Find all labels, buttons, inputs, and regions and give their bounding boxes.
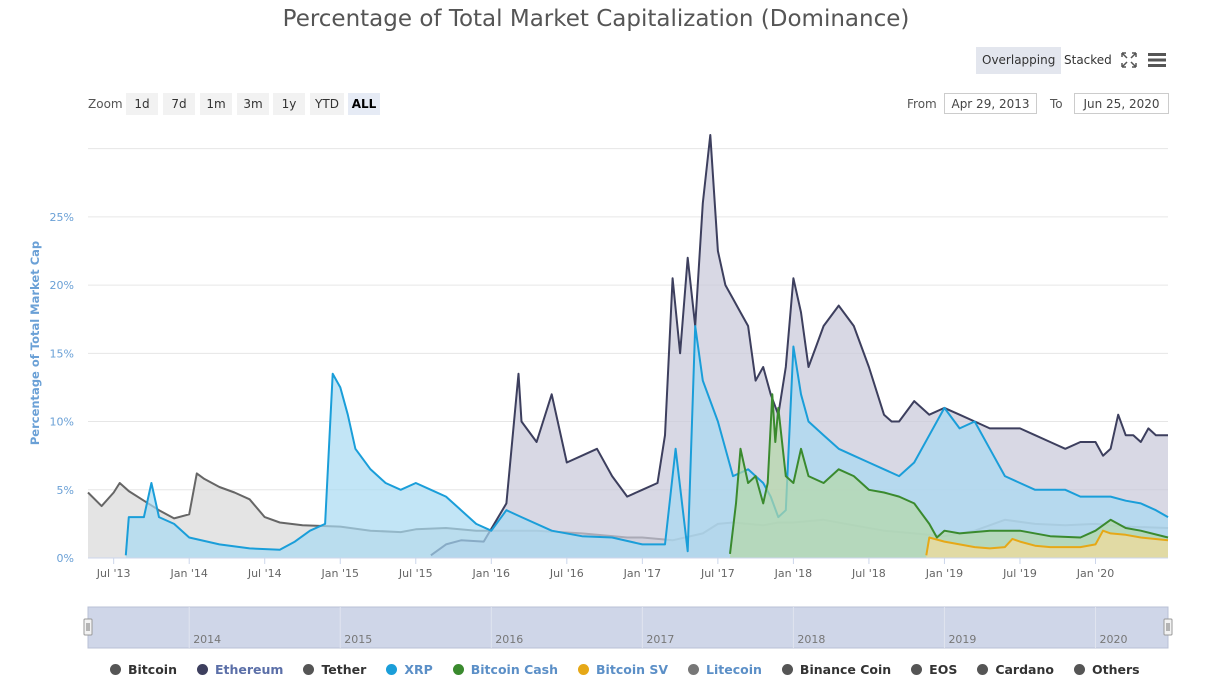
navigator-year-label: 2020: [1099, 633, 1127, 646]
navigator-year-label: 2018: [797, 633, 825, 646]
x-axis: Jul '13 Jan '14 Jul '14 Jan '15 Jul '15 Jan '…: [88, 557, 1168, 580]
from-label: From: [907, 97, 937, 111]
dominance-chart: 0% 5% 10% 15% 20% 25% Jul '13 Jan '14 Jul '14 Ja…: [28, 134, 1173, 649]
to-label: To: [1050, 97, 1063, 111]
legend-label: EOS: [929, 662, 958, 677]
y-tick-label: 0%: [57, 552, 74, 565]
x-tick-label: Jan '19: [925, 567, 963, 580]
zoom-button-ytd[interactable]: YTD: [310, 93, 344, 115]
stacked-button[interactable]: Stacked: [1064, 53, 1112, 67]
legend-item-eos[interactable]: EOS: [911, 662, 957, 677]
legend-item-tether[interactable]: Tether: [303, 662, 366, 677]
navigator-selection[interactable]: [87, 606, 1169, 649]
legend-item-xrp[interactable]: XRP: [386, 662, 433, 677]
x-tick-label: Jan '16: [472, 567, 510, 580]
legend-label: Cardano: [995, 662, 1054, 677]
navigator-handle-right[interactable]: [1163, 618, 1173, 636]
zoom-button-1y[interactable]: 1y: [273, 93, 305, 115]
from-date-input[interactable]: Apr 29, 2013: [944, 93, 1037, 114]
x-tick-label: Jan '18: [774, 567, 812, 580]
x-tick-label: Jul '19: [1002, 567, 1037, 580]
legend-item-ethereum[interactable]: Ethereum: [196, 662, 284, 677]
legend-label: Binance Coin: [799, 662, 892, 677]
legend-label: Others: [1091, 662, 1140, 677]
y-tick-label: 20%: [50, 279, 74, 292]
navigator-year-label: 2014: [193, 633, 221, 646]
legend-item-bitcoin-cash[interactable]: Bitcoin Cash: [452, 662, 559, 677]
line-bitcoin-sv[interactable]: [925, 529, 1169, 556]
legend-label: Ethereum: [214, 662, 284, 677]
navigator-year-label: 2016: [495, 633, 523, 646]
legend-item-litecoin[interactable]: Litecoin: [688, 662, 762, 677]
legend-dot-icon: [386, 664, 398, 675]
menu-icon[interactable]: [1146, 50, 1168, 70]
navigator-year-label: 2017: [646, 633, 674, 646]
legend-label: Litecoin: [706, 662, 762, 677]
legend-dot-icon: [911, 664, 923, 675]
x-tick-label: Jul '13: [96, 567, 131, 580]
x-tick-label: Jan '14: [169, 567, 207, 580]
legend-dot-icon: [196, 664, 208, 675]
x-tick-label: Jul '14: [247, 567, 282, 580]
y-tick-label: 15%: [50, 347, 74, 360]
y-axis-title: Percentage of Total Market Cap: [28, 241, 42, 445]
legend-label: Tether: [321, 662, 367, 677]
line-xrp[interactable]: [124, 325, 1169, 556]
to-date-input[interactable]: Jun 25, 2020: [1074, 93, 1169, 114]
legend-label: Bitcoin: [128, 662, 177, 677]
overlapping-button[interactable]: Overlapping: [976, 47, 1062, 74]
area-bitcoin-sv: [926, 530, 1168, 558]
legend-dot-icon: [578, 664, 590, 675]
x-tick-label: Jul '16: [549, 567, 584, 580]
x-tick-label: Jul '15: [398, 567, 433, 580]
y-tick-label: 10%: [50, 416, 74, 429]
legend-item-bitcoin[interactable]: Bitcoin: [110, 662, 177, 677]
legend-item-binance-coin[interactable]: Binance Coin: [781, 662, 892, 677]
line-ethereum[interactable]: [430, 134, 1168, 557]
legend-label: XRP: [404, 662, 433, 677]
legend-dot-icon: [781, 664, 793, 675]
y-tick-label: 25%: [50, 211, 74, 224]
fullscreen-icon[interactable]: [1119, 50, 1141, 70]
series-areas: [87, 134, 1169, 558]
x-tick-label: Jan '17: [623, 567, 661, 580]
range-navigator: 2014 2015 2016 2017 2018 2019 2020: [83, 606, 1173, 649]
zoom-button-7d[interactable]: 7d: [163, 93, 195, 115]
x-tick-label: Jan '20: [1076, 567, 1114, 580]
chart-title: Percentage of Total Market Capitalizatio…: [282, 6, 910, 32]
legend-dot-icon: [977, 664, 989, 675]
line-bitcoin-cash[interactable]: [729, 393, 1169, 555]
legend: Bitcoin Ethereum Tether XRP Bitcoin Cash Bitc…: [110, 662, 1160, 677]
x-tick-label: Jan '15: [321, 567, 359, 580]
zoom-button-all[interactable]: ALL: [348, 93, 380, 115]
zoom-button-1m[interactable]: 1m: [200, 93, 232, 115]
navigator-handle-left[interactable]: [83, 618, 93, 636]
legend-label: Bitcoin SV: [596, 662, 669, 677]
y-tick-label: 5%: [57, 484, 74, 497]
x-tick-label: Jul '17: [700, 567, 735, 580]
x-tick-label: Jul '18: [851, 567, 886, 580]
zoom-button-1d[interactable]: 1d: [126, 93, 158, 115]
zoom-label: Zoom: [88, 97, 123, 111]
legend-item-others[interactable]: Others: [1073, 662, 1140, 677]
legend-dot-icon: [110, 664, 121, 675]
legend-dot-icon: [452, 664, 464, 675]
area-bitcoin-cash: [730, 394, 1168, 558]
navigator-year-label: 2015: [344, 633, 372, 646]
y-axis: 0% 5% 10% 15% 20% 25%: [50, 211, 74, 565]
legend-label: Bitcoin Cash: [470, 662, 559, 677]
legend-dot-icon: [688, 664, 700, 675]
navigator-year-label: 2019: [948, 633, 976, 646]
legend-item-cardano[interactable]: Cardano: [977, 662, 1054, 677]
zoom-button-3m[interactable]: 3m: [237, 93, 269, 115]
legend-item-bitcoin-sv[interactable]: Bitcoin SV: [578, 662, 668, 677]
legend-dot-icon: [1073, 664, 1085, 675]
legend-dot-icon: [303, 664, 315, 675]
